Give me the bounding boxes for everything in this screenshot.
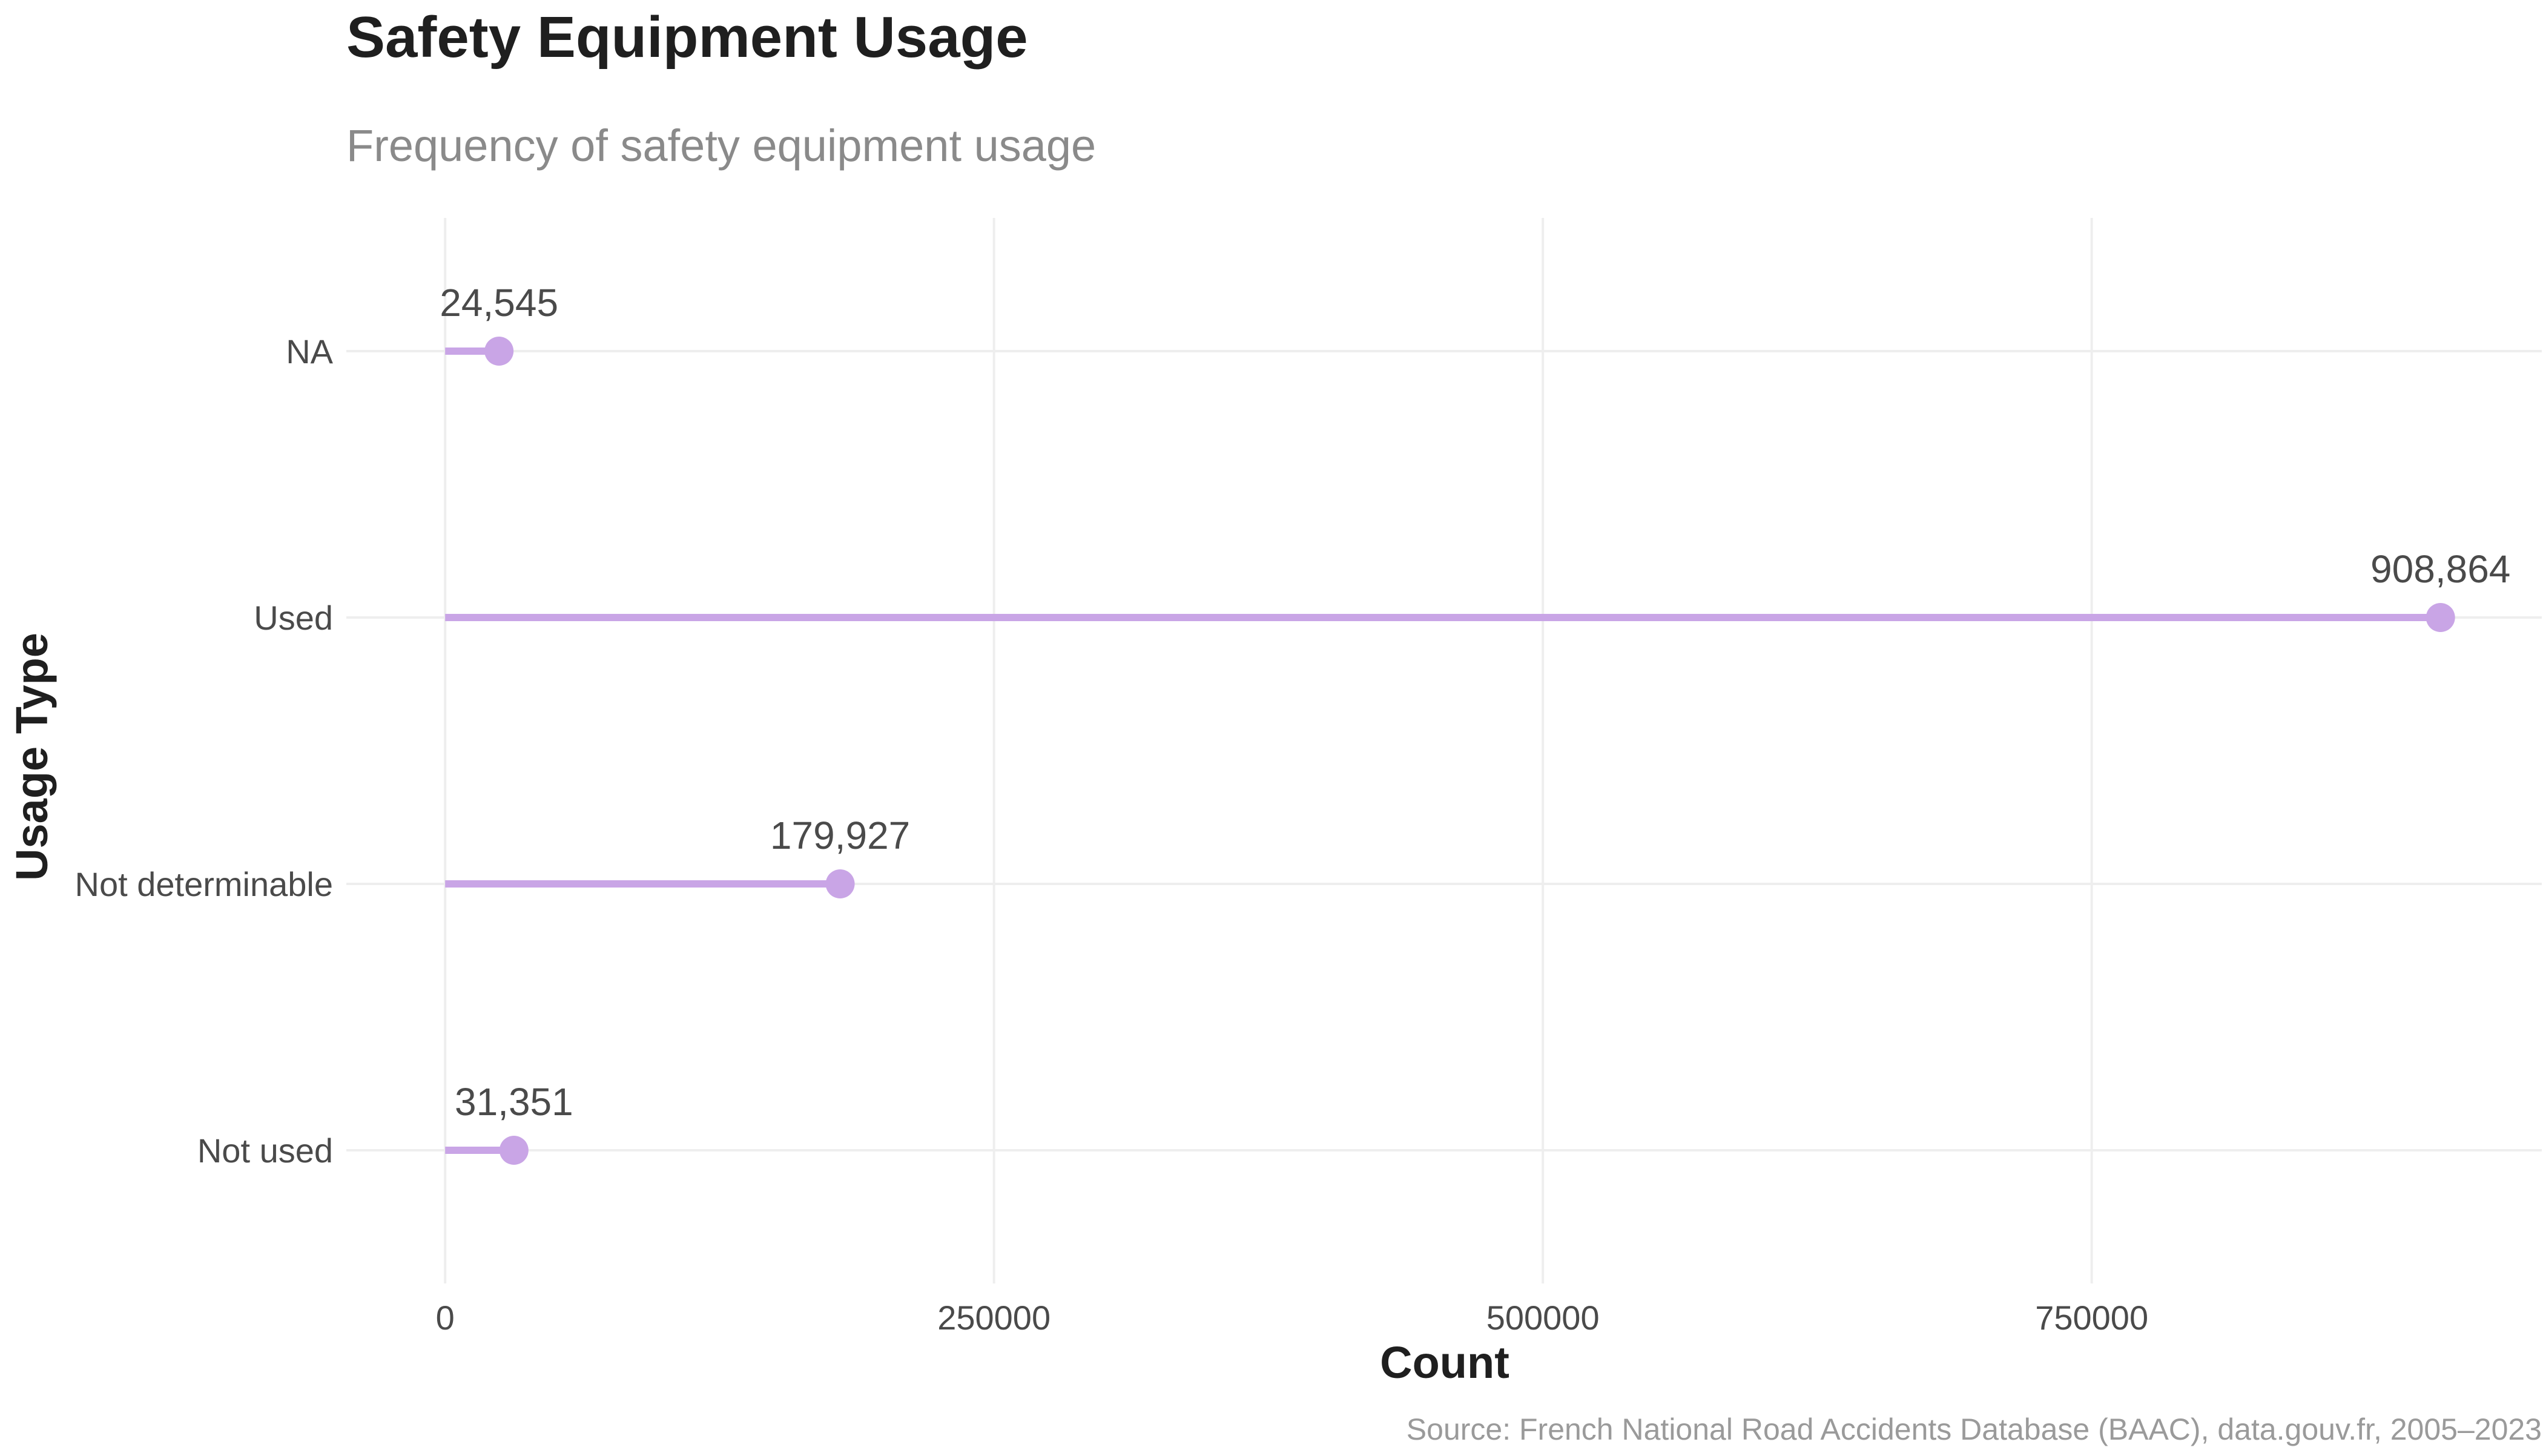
x-tick-label: 500000 — [1486, 1299, 1600, 1337]
data-label: 31,351 — [455, 1080, 573, 1124]
lollipop-point — [484, 337, 514, 366]
lollipop-point — [499, 1136, 529, 1165]
y-tick-label: NA — [286, 332, 333, 371]
grid-layer — [346, 218, 2542, 1283]
lollipop-point — [825, 869, 855, 898]
data-label: 179,927 — [770, 814, 910, 857]
lollipop-point — [2426, 603, 2455, 632]
marks-layer — [445, 337, 2455, 1165]
chart-caption: Source: French National Road Accidents D… — [1407, 1412, 2542, 1446]
x-tick-label: 0 — [436, 1299, 455, 1337]
data-label: 24,545 — [440, 281, 558, 324]
x-axis-title: Count — [1380, 1337, 1509, 1388]
y-axis-title: Usage Type — [7, 633, 57, 881]
chart-subtitle: Frequency of safety equipment usage — [346, 120, 1096, 171]
x-tick-label: 750000 — [2035, 1299, 2148, 1337]
data-label: 908,864 — [2370, 547, 2510, 591]
y-tick-label: Not used — [197, 1132, 333, 1170]
y-tick-label: Not determinable — [75, 865, 333, 903]
x-tick-label: 250000 — [937, 1299, 1051, 1337]
text-layer: Safety Equipment Usage Frequency of safe… — [7, 5, 2542, 1446]
y-tick-label: Used — [254, 599, 333, 637]
chart-title: Safety Equipment Usage — [346, 5, 1028, 70]
